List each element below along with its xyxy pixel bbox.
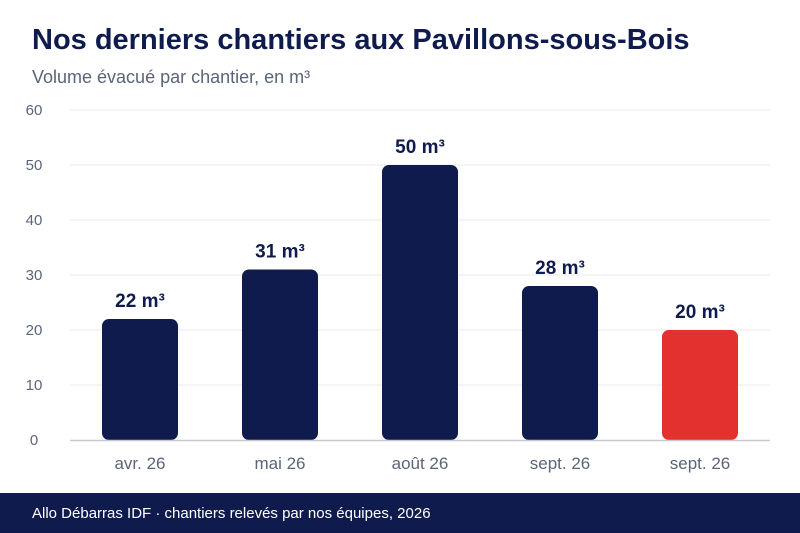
y-tick-label: 50 (26, 157, 43, 174)
x-tick-label: sept. 26 (530, 454, 591, 473)
bar (522, 286, 598, 440)
bar (382, 165, 458, 440)
y-tick-label: 0 (30, 432, 38, 449)
data-label: 31 m³ (255, 242, 305, 263)
chart-subtitle: Volume évacué par chantier, en m³ (32, 67, 311, 87)
bar (242, 269, 318, 440)
bar-chart: 0 10 20 30 40 50 60 22 m³ avr. 26 31 m³ mai 26 50 m… (26, 102, 770, 473)
bar-highlighted (662, 330, 738, 440)
y-tick-label: 20 (26, 322, 43, 339)
x-tick-label: sept. 26 (670, 454, 731, 473)
x-tick-label: août 26 (392, 454, 449, 473)
bar (102, 319, 178, 440)
footer-source-text: Allo Débarras IDF · chantiers relevés pa… (32, 504, 431, 522)
data-label: 22 m³ (115, 291, 165, 312)
data-label: 20 m³ (675, 302, 725, 323)
y-tick-label: 30 (26, 267, 43, 284)
data-label: 50 m³ (395, 137, 445, 158)
y-tick-label: 10 (26, 377, 43, 394)
y-tick-label: 40 (26, 212, 43, 229)
x-tick-label: mai 26 (254, 454, 305, 473)
data-label: 28 m³ (535, 258, 585, 279)
x-tick-label: avr. 26 (114, 454, 165, 473)
footer-bar: Allo Débarras IDF · chantiers relevés pa… (0, 493, 800, 533)
chart-title: Nos derniers chantiers aux Pavillons-sou… (32, 24, 690, 56)
y-tick-label: 60 (26, 102, 43, 119)
